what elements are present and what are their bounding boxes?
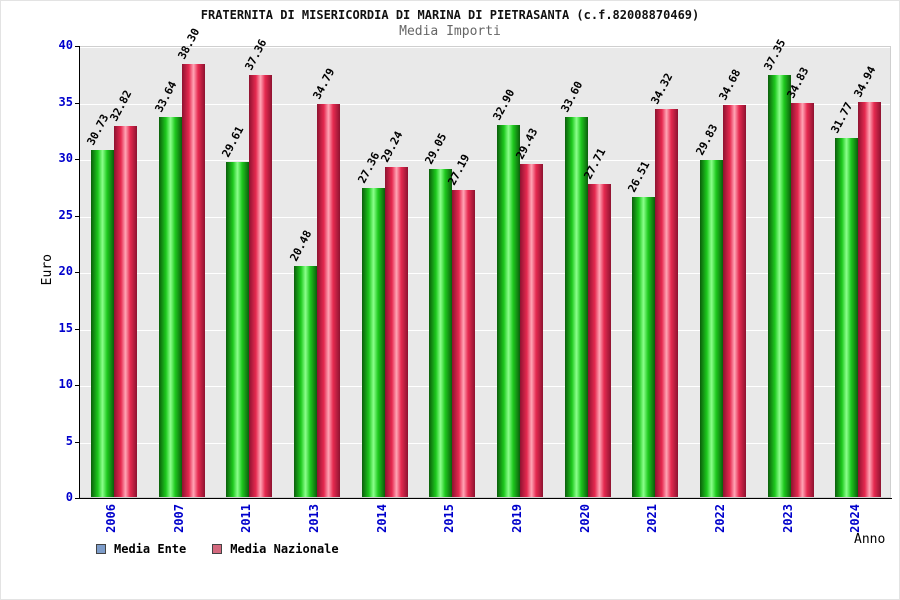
gridline: [80, 442, 890, 444]
bar-media-nazionale-2019: [519, 164, 543, 497]
x-tick-label-2024: 2024: [848, 504, 863, 533]
y-tick-mark: [75, 385, 79, 386]
gridline: [80, 273, 890, 274]
bar-value-label: 33.60: [557, 79, 585, 115]
x-tick-label-2019: 2019: [509, 504, 524, 533]
bar-value-label: 32.90: [490, 87, 518, 123]
y-tick-mark: [75, 215, 79, 217]
legend-entry-media-nazionale: Media Nazionale: [212, 542, 339, 556]
x-tick-label-2015: 2015: [442, 504, 457, 533]
x-tick-label-2022: 2022: [712, 504, 727, 533]
x-axis-line: [79, 498, 892, 499]
bar-media-nazionale-2024: [858, 102, 882, 497]
bar-media-nazionale-2022: [722, 105, 746, 497]
legend-swatch-media-nazionale: [212, 544, 223, 554]
legend-label-media-nazionale: Media Nazionale: [230, 542, 339, 556]
chart-title: FRATERNITA DI MISERICORDIA DI MARINA DI …: [200, 8, 700, 22]
bar-media-nazionale-2006: [113, 126, 137, 497]
bar-media-ente-2013: [293, 265, 317, 497]
y-axis-line: [79, 46, 80, 499]
bar-value-label: 27.36: [354, 149, 382, 186]
bar-media-ente-2022: [699, 159, 723, 497]
bar-value-label: 37.36: [242, 36, 270, 73]
bar-value-label: 29.83: [693, 122, 721, 158]
bar-value-label: 34.94: [851, 64, 879, 100]
bar-value-label: 30.73: [84, 111, 112, 148]
y-tick-label: 25: [58, 207, 73, 222]
y-tick-label: 40: [58, 38, 73, 52]
x-tick-label-2007: 2007: [171, 504, 186, 533]
y-tick-mark: [75, 328, 79, 330]
x-tick-label-2021: 2021: [645, 504, 660, 533]
bar-media-nazionale-2020: [587, 183, 611, 497]
legend-label-media-ente: Media Ente: [114, 542, 187, 556]
y-tick-mark: [75, 272, 79, 273]
bar-media-nazionale-2015: [452, 189, 476, 497]
y-tick-label: 15: [58, 320, 73, 335]
x-tick-label-2023: 2023: [780, 504, 795, 533]
gridline: [80, 160, 890, 161]
bar-value-label: 31.77: [828, 100, 856, 136]
y-tick-label: 0: [65, 490, 73, 504]
y-tick-mark: [75, 159, 79, 160]
chart-subtitle: Media Importi: [399, 24, 501, 39]
gridline: [80, 47, 890, 48]
legend: Media Ente Media Nazionale: [96, 542, 339, 556]
gridline: [80, 103, 890, 105]
gridline: [80, 329, 890, 331]
legend-entry-media-ente: Media Ente: [96, 542, 186, 556]
bar-value-label: 29.61: [219, 124, 247, 160]
bar-value-label: 32.82: [107, 88, 135, 124]
bar-value-label: 34.68: [716, 67, 744, 103]
y-tick-label: 10: [58, 377, 73, 391]
bar-media-ente-2011: [226, 162, 250, 497]
plot-area: 30.73 32.82 33.64 38.30 29.61 37.36 20.48 34.79…: [79, 26, 891, 498]
y-tick-mark: [75, 498, 79, 499]
legend-swatch-media-ente: [96, 544, 106, 554]
y-tick-label: 35: [58, 94, 73, 109]
bar-value-label: 26.51: [625, 159, 653, 195]
y-tick-label: 5: [65, 433, 73, 448]
bar-media-nazionale-2007: [181, 64, 205, 497]
bar-media-nazionale-2013: [316, 103, 340, 497]
y-tick-mark: [75, 102, 79, 104]
bar-media-nazionale-2014: [384, 166, 408, 497]
bar-value-label: 33.64: [151, 78, 179, 115]
bar-value-label: 34.32: [648, 71, 676, 107]
bar-media-ente-2019: [496, 125, 520, 497]
bar-media-ente-2006: [90, 149, 114, 497]
bar-media-ente-2020: [564, 117, 588, 497]
gridline: [80, 216, 890, 218]
y-tick-mark: [75, 441, 79, 443]
bar-media-ente-2014: [361, 187, 385, 497]
x-tick-label-2011: 2011: [239, 504, 254, 533]
bar-media-ente-2024: [835, 138, 859, 497]
y-tick-mark: [75, 46, 79, 47]
bar-media-ente-2015: [429, 168, 453, 497]
bar-value-label: 37.35: [760, 37, 788, 73]
x-tick-label-2020: 2020: [577, 504, 592, 533]
x-tick-label-2014: 2014: [374, 504, 389, 533]
bar-media-ente-2021: [632, 197, 656, 497]
bar-media-ente-2007: [158, 116, 182, 497]
bar-value-label: 20.48: [287, 227, 315, 264]
bar-value-label: 34.79: [310, 65, 338, 102]
bar-value-label: 29.24: [377, 128, 405, 165]
x-tick-label-2013: 2013: [306, 504, 321, 533]
bar-media-nazionale-2021: [655, 109, 679, 497]
bar-value-label: 27.19: [445, 151, 473, 188]
bar-media-nazionale-2023: [790, 103, 814, 497]
gridline: [80, 386, 890, 387]
bar-media-nazionale-2011: [249, 74, 273, 497]
y-tick-label: 20: [58, 264, 73, 278]
y-tick-label: 30: [58, 151, 73, 165]
x-axis-title: Anno: [854, 532, 886, 547]
bar-media-ente-2023: [767, 74, 791, 497]
x-tick-label-2006: 2006: [103, 504, 118, 533]
